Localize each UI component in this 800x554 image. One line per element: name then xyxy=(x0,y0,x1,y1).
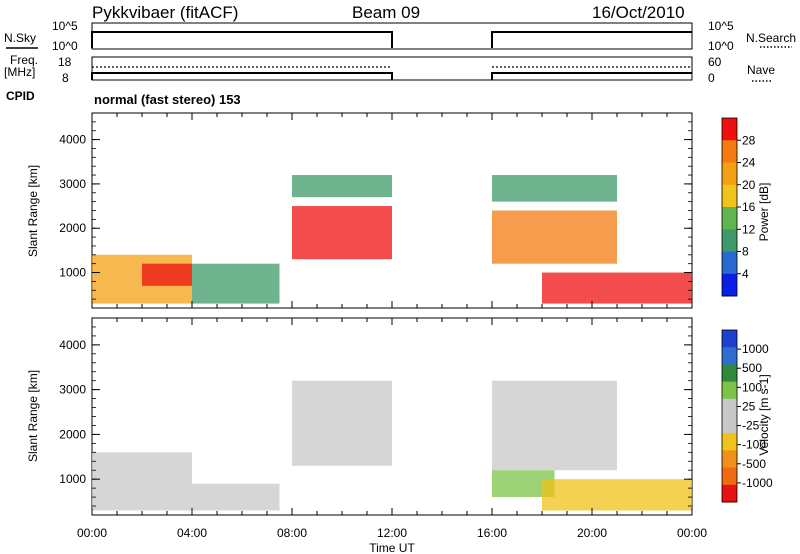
time-tick-label: 20:00 xyxy=(577,526,607,540)
y-tick-label: 4000 xyxy=(59,133,86,147)
freq-tick-bottom: 8 xyxy=(62,71,69,85)
power-echo-region xyxy=(492,175,617,202)
colorbar-swatch xyxy=(722,433,737,451)
colorbar-tick-label: 28 xyxy=(742,133,756,147)
time-axis-title: Time UT xyxy=(369,541,415,554)
colorbar-tick-label: -25 xyxy=(742,419,760,433)
colorbar-tick-label: -1000 xyxy=(742,476,773,490)
y-tick-label: 2000 xyxy=(59,221,86,235)
colorbar-swatch xyxy=(722,273,737,297)
date-title: 16/Oct/2010 xyxy=(592,3,685,22)
nsky-tick-top: 10^5 xyxy=(52,19,78,33)
time-tick-label: 16:00 xyxy=(477,526,507,540)
colorbar-swatch xyxy=(722,251,737,275)
colorbar-tick-label: -500 xyxy=(742,457,766,471)
colorbar-tick-label: 12 xyxy=(742,222,756,236)
colorbar-swatch xyxy=(722,364,737,383)
velocity-echo-region xyxy=(492,380,617,471)
colorbar-swatch xyxy=(722,347,737,365)
colorbar-tick-label: 500 xyxy=(742,361,762,375)
colorbar-swatch xyxy=(722,184,737,208)
y-tick-label: 1000 xyxy=(59,266,86,280)
power-echo-region xyxy=(542,272,692,304)
freq-tick-top: 18 xyxy=(58,55,72,69)
colorbar-tick-label: 1000 xyxy=(742,342,769,356)
nsearch-tick-top: 10^5 xyxy=(708,19,734,33)
power-echo-region xyxy=(292,175,392,198)
y-tick-label: 4000 xyxy=(59,338,86,352)
time-tick-label: 12:00 xyxy=(377,526,407,540)
nave-label: Nave xyxy=(747,63,775,77)
velocity-echo-region xyxy=(292,380,392,466)
velocity-colorbar: 1000 500 100 25 -25 -100 -500 -1000 xyxy=(721,329,773,503)
colorbar-tick-label: 8 xyxy=(742,245,749,259)
power-echo-layer xyxy=(92,175,692,304)
time-tick-label: 08:00 xyxy=(277,526,307,540)
colorbar-frame xyxy=(721,329,738,503)
power-ylabel: Slant Range [km] xyxy=(26,165,40,257)
power-echo-region xyxy=(492,210,617,264)
power-echo-region xyxy=(292,206,392,260)
cpid-value: normal (fast stereo) 153 xyxy=(94,92,241,107)
power-colorbar: 4 8 12 16 20 24 28 xyxy=(721,117,756,297)
y-tick-label: 1000 xyxy=(59,472,86,486)
nsky-tick-bottom: 10^0 xyxy=(52,39,78,53)
colorbar-swatch xyxy=(722,162,737,186)
colorbar-swatch xyxy=(722,467,737,486)
velocity-echo-region xyxy=(92,452,192,511)
colorbar-swatch xyxy=(722,140,737,163)
nave-tick-top: 60 xyxy=(708,55,722,69)
colorbar-swatch xyxy=(722,381,737,400)
colorbar-swatch xyxy=(722,450,737,469)
freq-trace-b xyxy=(491,72,692,80)
power-colorbar-label: Power [dB] xyxy=(757,183,771,242)
power-echo-region xyxy=(192,263,280,304)
freq-unit: [MHz] xyxy=(4,65,35,79)
velocity-ylabel: Slant Range [km] xyxy=(26,370,40,462)
nsky-label: N.Sky xyxy=(4,31,36,45)
velocity-echo-layer xyxy=(92,380,692,511)
nsearch-label: N.Search xyxy=(746,31,796,45)
nsky-trace-b xyxy=(491,31,692,48)
y-tick-label: 3000 xyxy=(59,383,86,397)
colorbar-swatch xyxy=(722,398,737,417)
colorbar-tick-label: 20 xyxy=(742,178,756,192)
beam-title: Beam 09 xyxy=(352,3,420,22)
time-tick-label: 00:00 xyxy=(677,526,707,540)
colorbar-tick-label: 24 xyxy=(742,156,756,170)
velocity-echo-region xyxy=(542,479,692,511)
cpid-label: CPID xyxy=(6,89,35,103)
axes-layer: 1000 2000 3000 4000 1000 2000 3000 4000 xyxy=(59,113,693,515)
colorbar-tick-label: 16 xyxy=(742,200,756,214)
time-tick-label: 00:00 xyxy=(77,526,107,540)
time-tick-label: 04:00 xyxy=(177,526,207,540)
y-tick-label: 3000 xyxy=(59,177,86,191)
colorbar-tick-label: 25 xyxy=(742,399,756,413)
colorbar-tick-label: 4 xyxy=(742,267,749,281)
velocity-echo-region xyxy=(192,483,280,511)
power-echo-region xyxy=(142,263,192,286)
y-tick-label: 2000 xyxy=(59,427,86,441)
colorbar-swatch xyxy=(722,118,737,141)
time-axis: 00:00 04:00 08:00 12:00 16:00 20:00 00:00 xyxy=(77,526,707,540)
colorbar-swatch xyxy=(722,416,737,434)
nsky-trace-a xyxy=(91,31,393,48)
colorbar-tick-label: 100 xyxy=(742,380,762,394)
freq-label: Freq. xyxy=(10,53,38,67)
colorbar-swatch xyxy=(722,207,737,230)
nsearch-tick-bottom: 10^0 xyxy=(708,39,734,53)
freq-trace-a xyxy=(91,72,393,80)
nave-tick-bottom: 0 xyxy=(708,71,715,85)
colorbar-tick-label: -100 xyxy=(742,438,766,452)
colorbar-swatch xyxy=(722,229,737,252)
station-title: Pykkvibaer (fitACF) xyxy=(92,3,238,22)
velocity-colorbar-label: Velocity [m s-1] xyxy=(757,374,771,455)
colorbar-swatch xyxy=(722,484,737,503)
colorbar-swatch xyxy=(722,330,737,348)
